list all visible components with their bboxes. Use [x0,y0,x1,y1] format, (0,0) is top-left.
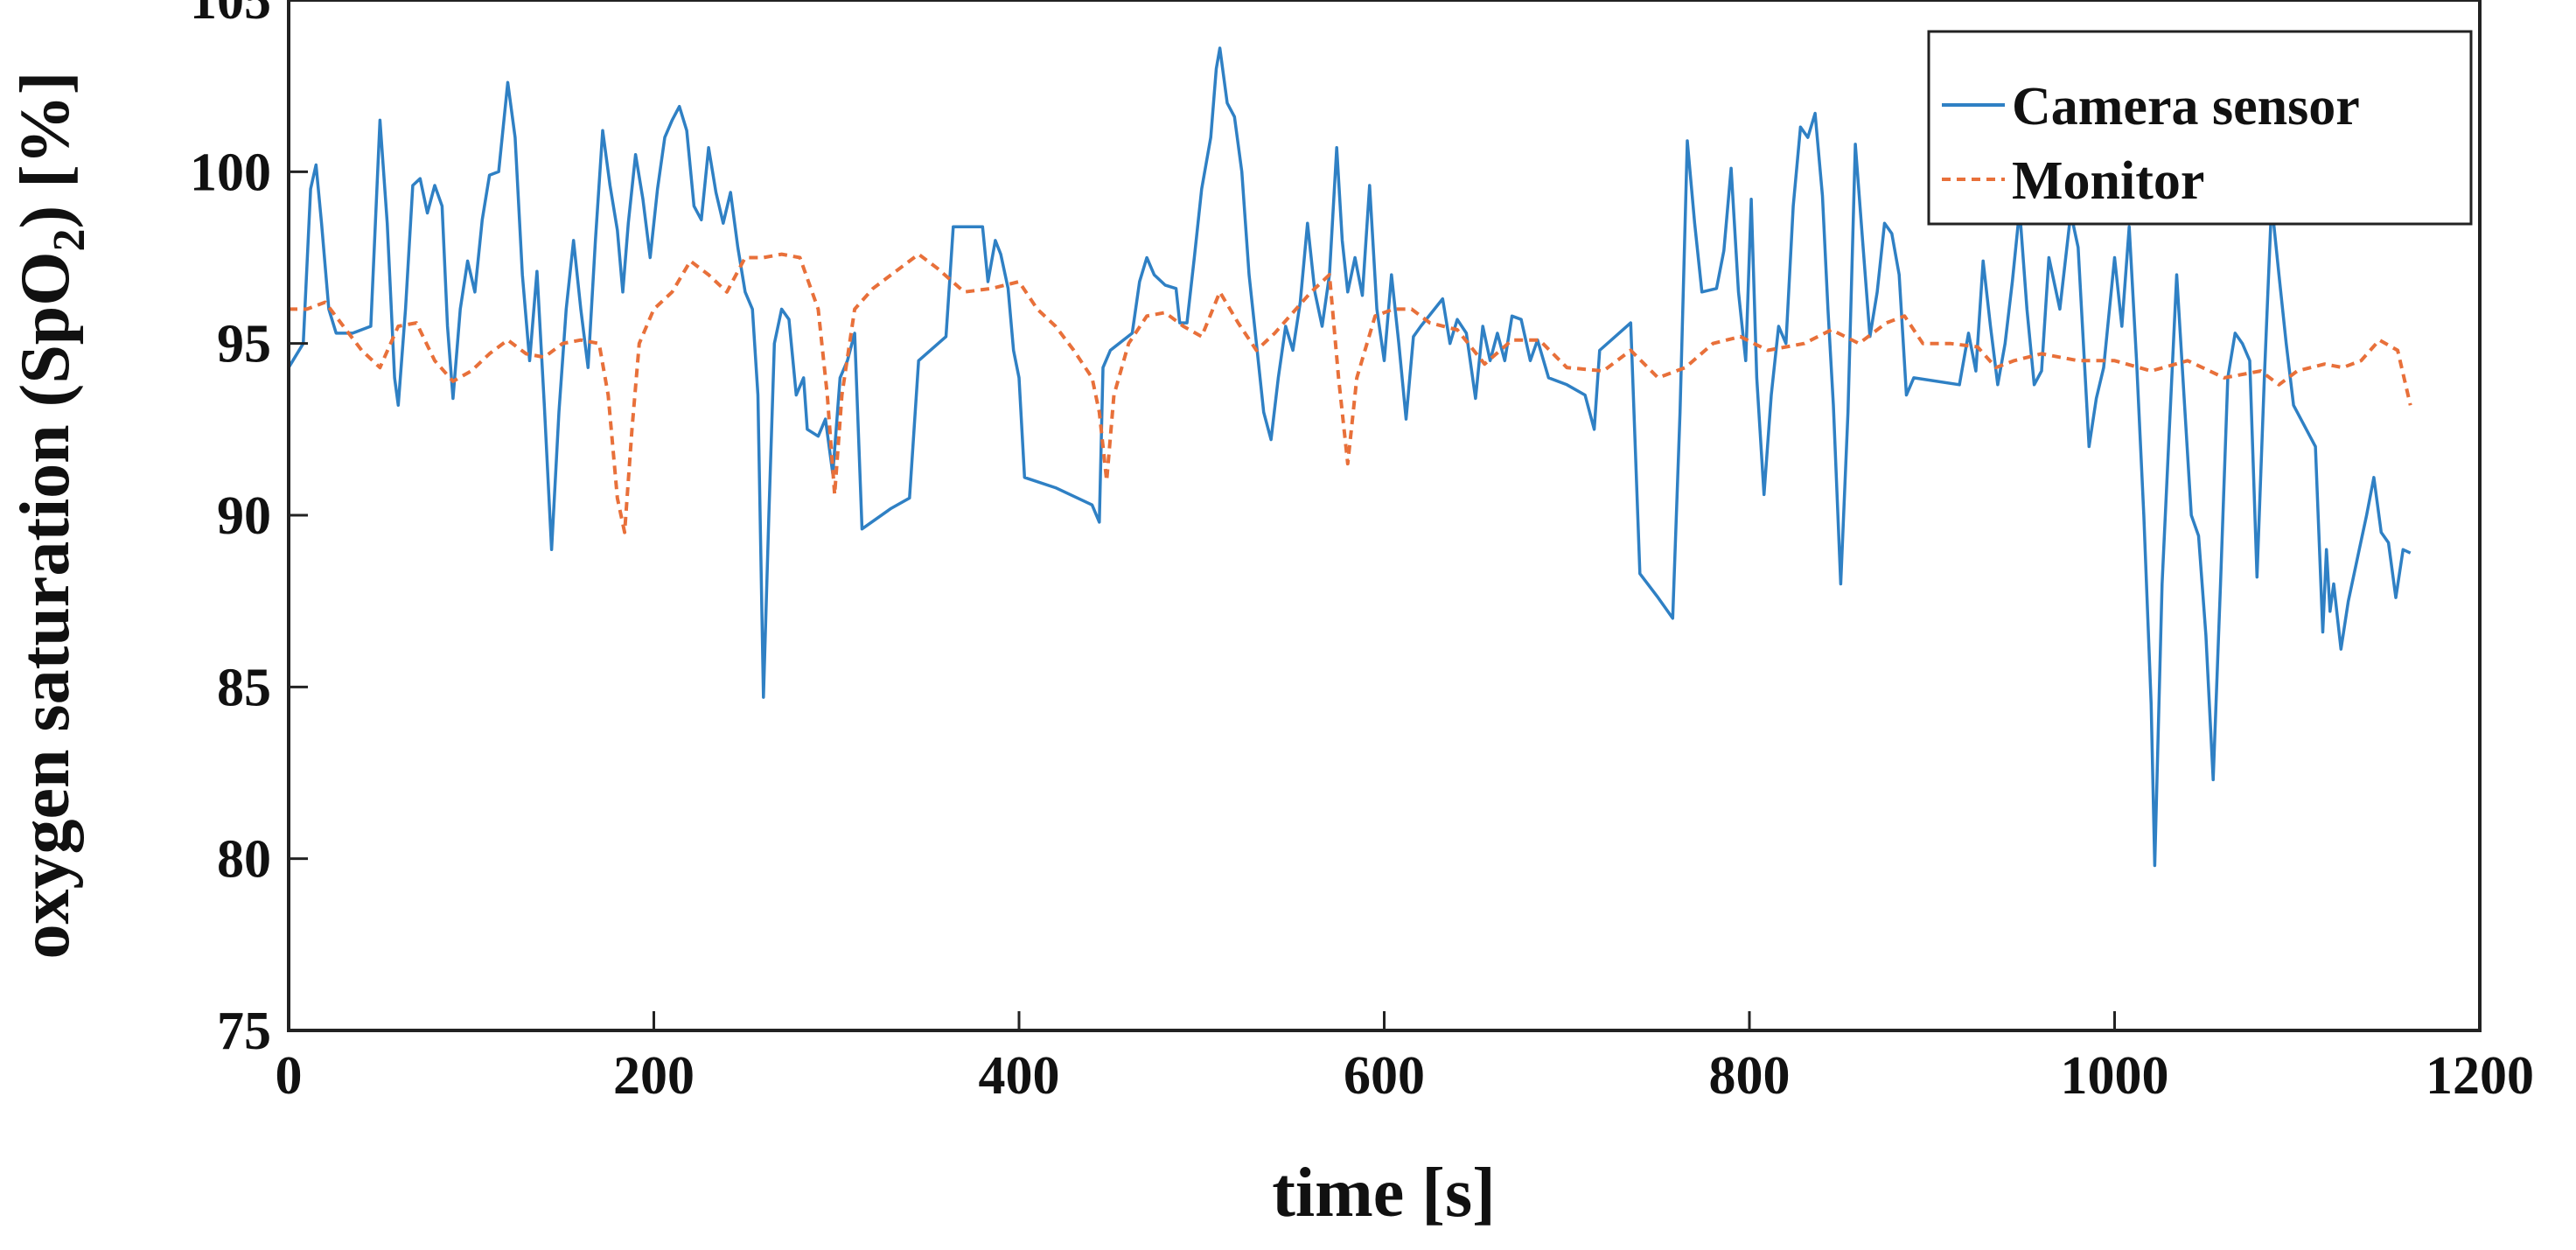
legend-monitor-label: Monitor [2012,151,2204,211]
y-tick-label: 90 [217,486,271,546]
legend: Camera sensor Monitor [1927,30,2473,226]
y-tick-label: 85 [217,658,271,717]
y-axis-title-main: oxygen saturation (SpO [7,251,84,959]
y-axis-title-subscript: 2 [45,228,94,251]
legend-box [1927,30,2473,226]
x-tick-label: 200 [613,1046,695,1106]
x-tick-label: 800 [1709,1046,1791,1106]
y-tick-label: 75 [217,1002,271,1061]
ticks-layer: 0 200 400 600 800 1000 1200 75 80 85 90 95 100 105 [190,0,2534,1106]
x-axis-title: time [s] [1272,1155,1495,1232]
x-tick-label: 600 [1344,1046,1425,1106]
y-tick-label: 95 [217,315,271,374]
series-monitor-line [289,252,2412,534]
y-tick-label: 105 [190,0,271,31]
y-axis-title-suffix: ) [%] [7,72,84,229]
x-tick-label: 0 [276,1046,303,1106]
series-camera-sensor-line [287,46,2412,868]
series-layer [287,46,2412,868]
y-tick-label: 100 [190,143,271,202]
legend-camera-sensor-label: Camera sensor [2012,77,2360,136]
y-tick-label: 80 [217,830,271,890]
x-tick-label: 1000 [2061,1046,2169,1106]
x-tick-label: 1200 [2426,1046,2534,1106]
y-axis-title: oxygen saturation (SpO2) [%] [7,72,94,960]
x-tick-label: 400 [979,1046,1060,1106]
